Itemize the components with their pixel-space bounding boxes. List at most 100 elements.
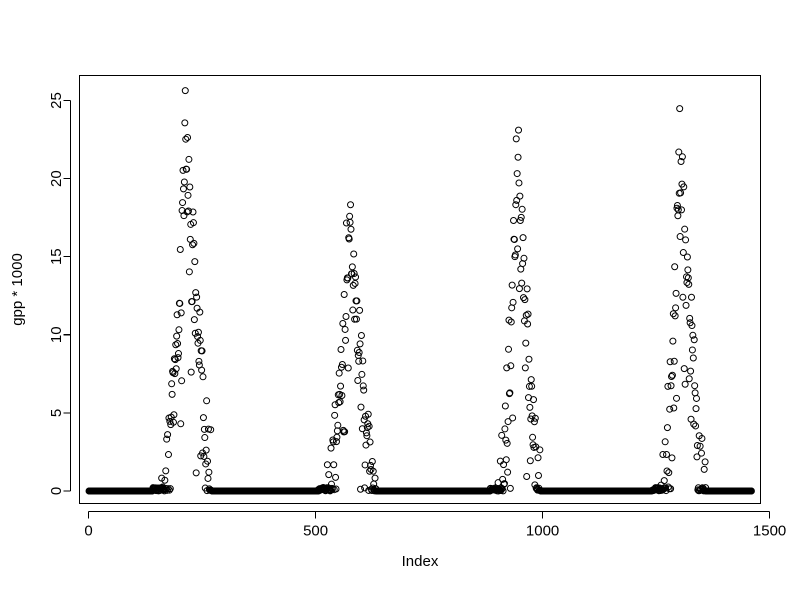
data-point xyxy=(170,411,178,419)
data-point xyxy=(327,444,335,452)
y-tick-label: 5 xyxy=(48,409,65,417)
data-point xyxy=(331,401,339,409)
data-point xyxy=(514,245,522,253)
data-point xyxy=(513,170,521,178)
data-point xyxy=(499,487,507,495)
data-point xyxy=(349,281,357,289)
data-point xyxy=(193,293,201,301)
data-point xyxy=(680,365,688,373)
data-point xyxy=(668,371,676,379)
data-point xyxy=(663,467,671,475)
data-point xyxy=(671,263,679,271)
data-point xyxy=(512,135,520,143)
data-point xyxy=(525,382,533,390)
data-point xyxy=(179,166,187,174)
data-point xyxy=(666,405,674,413)
data-point xyxy=(371,474,379,482)
data-point xyxy=(181,87,189,95)
data-point xyxy=(174,340,182,348)
data-point xyxy=(524,320,532,328)
y-tick-label: 0 xyxy=(48,487,65,495)
data-point xyxy=(165,486,173,494)
data-point xyxy=(179,199,187,207)
data-point xyxy=(192,289,200,297)
data-point xyxy=(171,370,179,378)
data-point xyxy=(358,370,366,378)
data-point xyxy=(204,457,212,465)
data-point xyxy=(181,119,189,127)
data-point xyxy=(364,410,372,418)
data-point xyxy=(670,357,678,365)
data-point xyxy=(346,218,354,226)
data-point xyxy=(359,357,367,365)
data-point xyxy=(169,418,177,426)
data-point xyxy=(173,332,181,340)
data-point xyxy=(674,206,682,214)
data-point xyxy=(527,376,535,384)
data-point xyxy=(335,369,343,377)
data-point xyxy=(519,234,527,242)
data-point xyxy=(323,461,331,469)
data-point xyxy=(675,148,683,156)
data-point xyxy=(164,485,172,493)
data-point xyxy=(518,205,526,213)
data-point xyxy=(327,480,335,488)
data-point xyxy=(673,204,681,212)
data-point xyxy=(346,212,354,220)
data-point xyxy=(668,372,676,380)
data-point xyxy=(500,480,508,488)
data-point xyxy=(337,382,345,390)
data-point xyxy=(501,402,509,410)
data-point xyxy=(177,309,185,317)
data-point xyxy=(501,425,509,433)
data-point xyxy=(172,341,180,349)
data-point xyxy=(536,446,544,454)
y-axis: 0 5 10 15 20 25 xyxy=(48,92,72,495)
data-point xyxy=(203,397,211,405)
data-point xyxy=(166,417,174,425)
data-point xyxy=(365,422,373,430)
data-point xyxy=(188,298,196,306)
plot-frame-group xyxy=(78,74,762,505)
data-point xyxy=(332,438,340,446)
data-point xyxy=(190,239,198,247)
data-point xyxy=(671,312,679,320)
data-point xyxy=(337,346,345,353)
data-point xyxy=(514,153,522,161)
data-point xyxy=(198,366,206,374)
data-point xyxy=(360,386,368,394)
x-axis: 0 500 1000 1500 xyxy=(84,510,786,540)
data-point xyxy=(693,453,701,461)
data-point xyxy=(207,426,215,434)
data-point xyxy=(676,233,684,241)
data-point xyxy=(701,458,709,466)
data-point xyxy=(677,157,685,165)
data-point xyxy=(189,219,197,227)
data-point xyxy=(341,325,349,333)
data-point xyxy=(509,298,517,306)
data-point xyxy=(685,280,693,288)
data-point xyxy=(368,457,376,465)
data-point xyxy=(345,235,353,243)
data-point xyxy=(679,293,687,301)
data-point xyxy=(182,135,190,143)
data-point xyxy=(163,435,171,443)
data-point xyxy=(178,377,186,385)
data-point xyxy=(350,270,358,278)
data-point xyxy=(663,424,671,432)
data-point xyxy=(352,315,360,323)
data-point xyxy=(355,357,363,365)
data-point xyxy=(367,465,375,473)
data-point xyxy=(349,306,357,314)
data-point xyxy=(180,178,188,186)
data-point xyxy=(682,236,690,244)
data-point xyxy=(691,382,699,390)
data-point xyxy=(693,441,701,449)
data-point xyxy=(747,487,755,495)
data-point xyxy=(673,202,681,210)
data-point xyxy=(357,403,365,411)
data-point xyxy=(661,438,669,446)
data-point xyxy=(498,431,506,439)
